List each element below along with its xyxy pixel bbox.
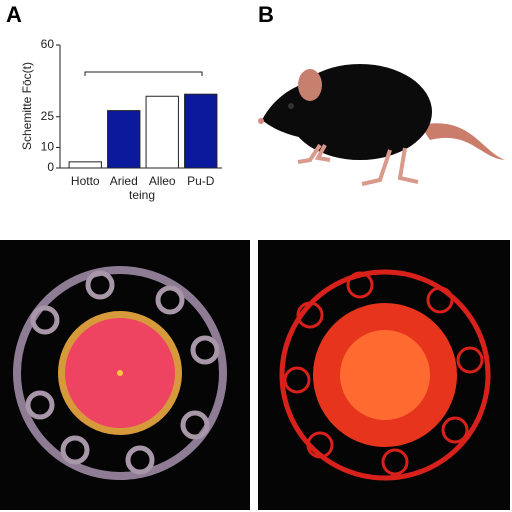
panel-label: A (6, 2, 22, 27)
panel-label: B (258, 2, 274, 27)
mouse-illustration (258, 64, 505, 186)
x-tick-label: Aried (110, 174, 138, 188)
y-tick-label: 25 (41, 109, 55, 123)
bar (145, 95, 179, 169)
bar (107, 110, 141, 169)
y-tick-label: 10 (41, 140, 55, 154)
x-axis-label: teing (129, 188, 155, 202)
y-tick-label: 60 (41, 37, 55, 51)
x-tick-label: Pu-D (187, 174, 215, 188)
bar (68, 161, 102, 169)
bar (184, 93, 218, 169)
significance-bracket (84, 71, 203, 76)
x-tick-label: Hotto (71, 174, 100, 188)
microscopy-image-c (258, 240, 510, 510)
y-axis-label: Schemitte Fōc(t) (20, 62, 34, 150)
x-tick-label: Alleo (149, 174, 176, 188)
microscopy-image-d (0, 240, 250, 510)
y-tick-label: 0 (47, 160, 54, 174)
bar-chart: Schemitte Fōc(t) teing 0 25 10 60 Hotto Aried… (20, 37, 222, 202)
